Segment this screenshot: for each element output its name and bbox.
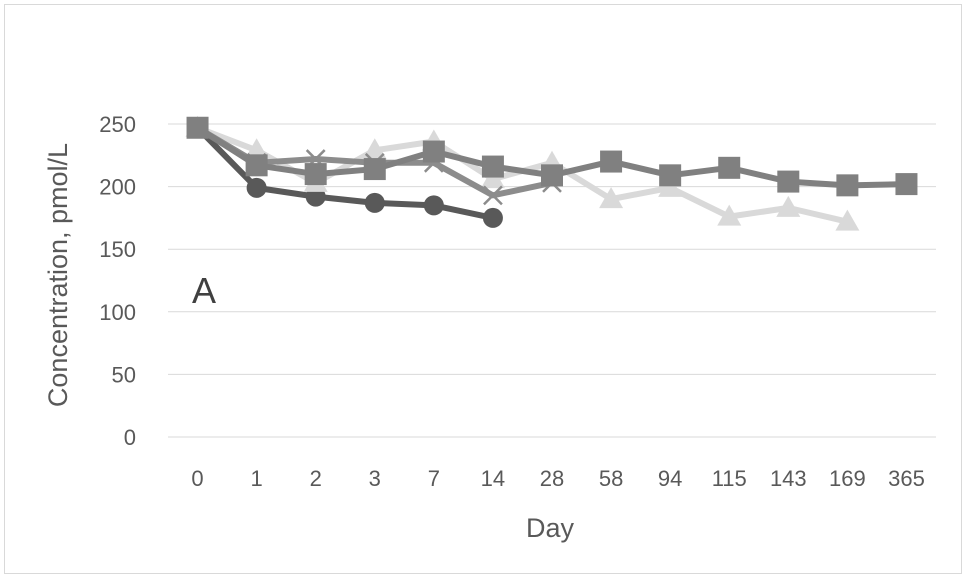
y-tick-label: 150 <box>99 237 136 262</box>
data-point <box>836 174 859 197</box>
data-point <box>659 164 682 187</box>
data-point <box>776 195 801 217</box>
x-tick-label: 94 <box>658 466 682 491</box>
data-point <box>835 209 860 231</box>
data-point <box>483 185 503 206</box>
data-point <box>541 164 563 187</box>
y-tick-label: 100 <box>99 300 136 325</box>
y-tick-label: 50 <box>112 362 136 387</box>
data-point <box>246 177 267 198</box>
x-tick-label: 365 <box>888 466 925 491</box>
y-tick-labels: 0 50 100 150 200 250 <box>99 112 136 450</box>
data-point <box>244 138 269 160</box>
x-tick-label: 2 <box>310 466 322 491</box>
x-tick-label: 3 <box>369 466 381 491</box>
gridlines <box>168 123 936 438</box>
data-point <box>363 158 386 181</box>
data-point <box>480 167 505 189</box>
data-point <box>422 140 445 163</box>
x-tick-labels: 0 1 2 3 7 14 28 58 94 115 143 169 365 <box>191 466 924 491</box>
data-point <box>599 187 624 209</box>
x-tick-label: 7 <box>428 466 440 491</box>
data-point <box>717 204 742 226</box>
x-axis-title: Day <box>526 513 575 543</box>
data-point <box>777 170 800 193</box>
data-point <box>895 173 918 196</box>
series-line <box>195 125 494 221</box>
x-tick-label: 14 <box>481 466 505 491</box>
data-point <box>600 150 623 173</box>
x-tick-label: 1 <box>250 466 262 491</box>
data-point <box>304 163 327 186</box>
panel-label: A <box>192 270 216 311</box>
data-point <box>658 175 683 197</box>
x-tick-label: 28 <box>540 466 564 491</box>
series-square <box>186 116 918 197</box>
data-point <box>362 138 387 160</box>
data-point <box>481 155 504 178</box>
data-point <box>186 116 209 139</box>
y-tick-label: 200 <box>99 175 136 200</box>
x-tick-label: 0 <box>191 466 203 491</box>
data-point <box>364 192 385 213</box>
x-tick-label: 58 <box>599 466 623 491</box>
data-point <box>423 195 444 216</box>
y-tick-label: 250 <box>99 112 136 137</box>
chart-frame <box>4 4 962 574</box>
data-series <box>185 115 918 231</box>
x-tick-label: 169 <box>829 466 866 491</box>
data-point <box>245 154 268 177</box>
x-tick-label: 115 <box>712 466 747 491</box>
data-point <box>718 156 741 179</box>
y-tick-label: 0 <box>124 425 136 450</box>
y-axis-title: Concentration, pmol/L <box>43 143 73 407</box>
data-point <box>482 207 503 228</box>
x-tick-label: 143 <box>770 466 807 491</box>
